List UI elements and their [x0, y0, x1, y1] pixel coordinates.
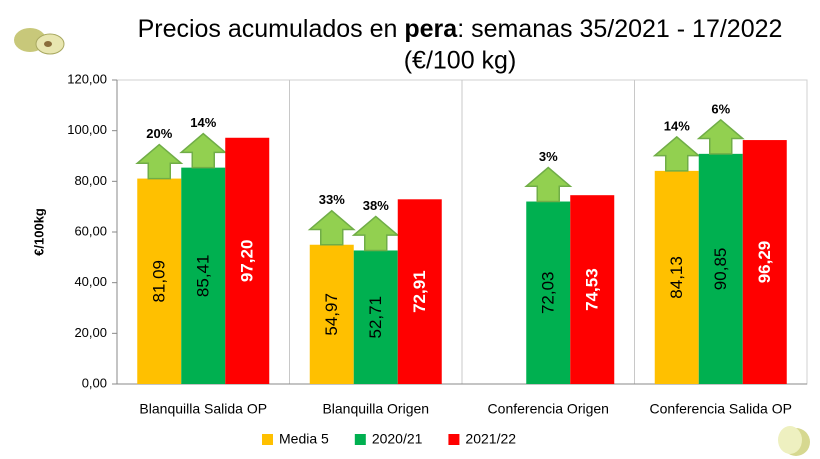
change-label: 3%	[539, 149, 558, 164]
y-tick-label: 100,00	[67, 122, 107, 137]
value-label: 96,29	[755, 241, 774, 284]
chart-subtitle: (€/100 kg)	[404, 47, 517, 75]
change-arrow	[699, 120, 743, 154]
change-label: 6%	[711, 101, 730, 116]
change-label: 38%	[363, 198, 389, 213]
legend-swatch	[262, 434, 273, 445]
pear-icon	[14, 28, 64, 54]
legend-swatch	[355, 434, 366, 445]
value-label: 84,13	[667, 256, 686, 299]
pear-icon	[778, 426, 810, 456]
legend-label: 2020/21	[372, 431, 423, 447]
value-label: 81,09	[150, 260, 169, 303]
value-label: 54,97	[322, 293, 341, 336]
y-tick-label: 40,00	[74, 274, 107, 289]
change-arrow	[655, 137, 699, 171]
y-tick-label: 80,00	[74, 173, 107, 188]
change-arrow	[181, 134, 225, 168]
legend-label: 2021/22	[465, 431, 516, 447]
y-axis-label: €/100kg	[31, 208, 46, 256]
y-tick-label: 60,00	[74, 223, 107, 238]
change-arrow	[526, 168, 570, 202]
value-label: 72,91	[410, 270, 429, 313]
y-tick-label: 20,00	[74, 325, 107, 340]
change-label: 33%	[319, 192, 345, 207]
change-arrow	[137, 145, 181, 179]
change-arrow	[310, 211, 354, 245]
x-tick-label: Blanquilla Salida OP	[139, 401, 267, 417]
value-label: 52,71	[366, 296, 385, 339]
chart: Precios acumulados en pera: semanas 35/2…	[0, 0, 820, 459]
value-label: 90,85	[711, 248, 730, 291]
legend-label: Media 5	[279, 431, 329, 447]
legend-swatch	[448, 434, 459, 445]
chart-title: Precios acumulados en pera: semanas 35/2…	[138, 15, 783, 43]
value-label: 74,53	[583, 268, 602, 311]
value-label: 97,20	[238, 240, 257, 283]
value-label: 72,03	[539, 271, 558, 314]
change-label: 14%	[190, 115, 216, 130]
change-label: 14%	[664, 118, 690, 133]
x-tick-label: Conferencia Salida OP	[650, 401, 792, 417]
change-label: 20%	[146, 126, 172, 141]
change-arrow	[354, 216, 398, 250]
y-tick-label: 0,00	[82, 375, 107, 390]
value-label: 85,41	[194, 255, 213, 298]
x-tick-label: Blanquilla Origen	[322, 401, 429, 417]
x-tick-label: Conferencia Origen	[488, 401, 609, 417]
y-tick-label: 120,00	[67, 71, 107, 86]
